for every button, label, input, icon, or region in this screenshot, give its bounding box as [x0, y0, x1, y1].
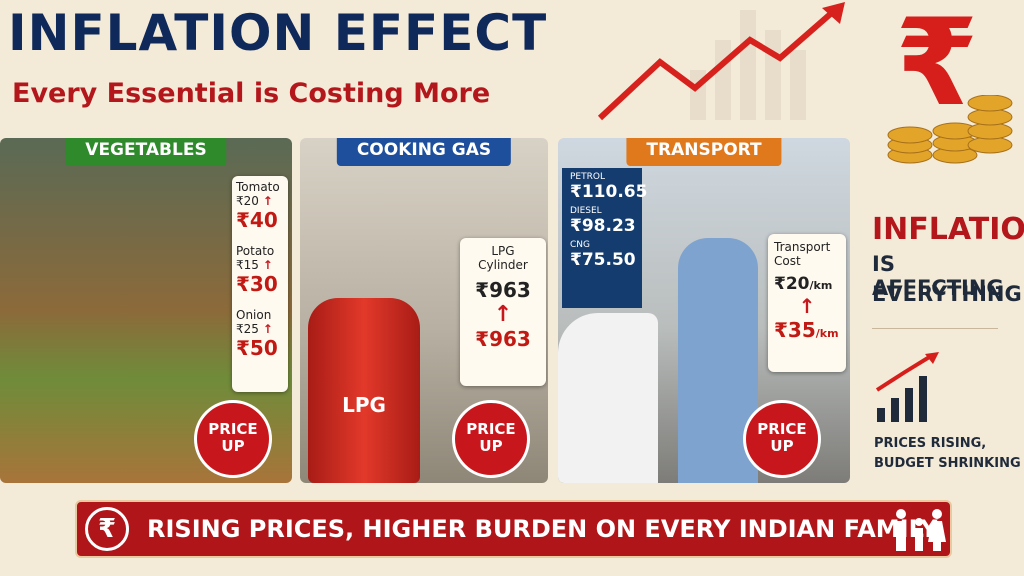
panel-label: COOKING GAS — [336, 138, 512, 166]
new-price: ₹50 — [236, 336, 278, 360]
side-note: BUDGET SHRINKING — [874, 456, 1021, 471]
car — [558, 313, 658, 483]
subtitle: Every Essential is Costing More — [12, 78, 491, 109]
family-icon — [896, 509, 946, 551]
up-arrow: ↑ — [798, 294, 816, 318]
divider — [872, 328, 998, 329]
up-arrow: ↑ — [493, 302, 513, 327]
fuel: DIESEL — [570, 206, 602, 216]
panel-label: VEGETABLES — [65, 138, 227, 166]
old-price: ₹20 — [236, 194, 259, 208]
banner-text: RISING PRICES, HIGHER BURDEN ON EVERY IN… — [147, 515, 938, 543]
item-name: LPG Cylinder — [478, 244, 528, 272]
new-price: ₹40 — [236, 208, 278, 232]
coins — [887, 95, 1013, 164]
unit: /km — [815, 327, 839, 340]
new-price: ₹963 — [475, 327, 531, 351]
unit: /km — [809, 279, 833, 292]
old-price: ₹15 — [236, 258, 259, 272]
rising-chart-icon — [597, 2, 845, 121]
side-heading: INFLATION — [872, 212, 1024, 247]
price-up-badge: PRICE UP — [452, 400, 530, 478]
fuel: CNG — [570, 240, 590, 250]
price-up-badge: PRICE UP — [194, 400, 272, 478]
vegetables-panel: VEGETABLES Tomato ₹20 ↑ ₹40 Potato ₹15 ↑… — [0, 138, 292, 483]
price-card: LPG Cylinder ₹963 ↑ ₹963 — [460, 238, 546, 386]
fuel-price: ₹110.65 — [570, 182, 648, 202]
bar-icon — [875, 352, 939, 422]
price-up-badge: PRICE UP — [743, 400, 821, 478]
banner-rupee: ₹ — [85, 507, 129, 551]
item-name: Potato — [236, 244, 275, 258]
new-price: ₹35 — [774, 318, 816, 342]
fuel-sign: PETROL ₹110.65 DIESEL ₹98.23 CNG ₹75.50 — [562, 168, 648, 308]
lpg-cylinder: LPG — [308, 298, 420, 483]
side-note: PRICES RISING, — [874, 436, 987, 451]
panel-label: TRANSPORT — [626, 138, 782, 166]
price-card: Tomato ₹20 ↑ ₹40 Potato ₹15 ↑ ₹30 Onion … — [232, 176, 288, 392]
up-arrow: ↑ — [262, 322, 273, 336]
price-card: Transport Cost ₹20/km ↑ ₹35/km — [768, 234, 846, 372]
cooking-gas-panel: COOKING GAS LPG LPG Cylinder ₹963 ↑ ₹963… — [300, 138, 548, 483]
title: INFLATION EFFECT — [8, 4, 548, 62]
old-price: ₹20 — [774, 274, 810, 294]
item-name: Onion — [236, 308, 272, 322]
fuel-price: ₹98.23 — [570, 216, 636, 236]
side-text: EVERYTHING — [872, 282, 1022, 306]
old-price: ₹25 — [236, 322, 259, 336]
fuel: PETROL — [570, 172, 605, 182]
banner: ₹ RISING PRICES, HIGHER BURDEN ON EVERY … — [75, 500, 952, 558]
transport-panel: TRANSPORT PETROL ₹110.65 DIESEL ₹98.23 C… — [558, 138, 850, 483]
item-name: Tomato — [236, 180, 280, 194]
new-price: ₹30 — [236, 272, 278, 296]
rupee-symbol: ₹ — [895, 0, 979, 133]
fuel-price: ₹75.50 — [570, 250, 636, 270]
item-name: Transport Cost — [774, 240, 831, 268]
up-arrow: ↑ — [262, 194, 273, 208]
side-text: IS AFFECTING — [872, 252, 1004, 300]
old-price: ₹963 — [475, 278, 531, 302]
up-arrow: ↑ — [262, 258, 273, 272]
